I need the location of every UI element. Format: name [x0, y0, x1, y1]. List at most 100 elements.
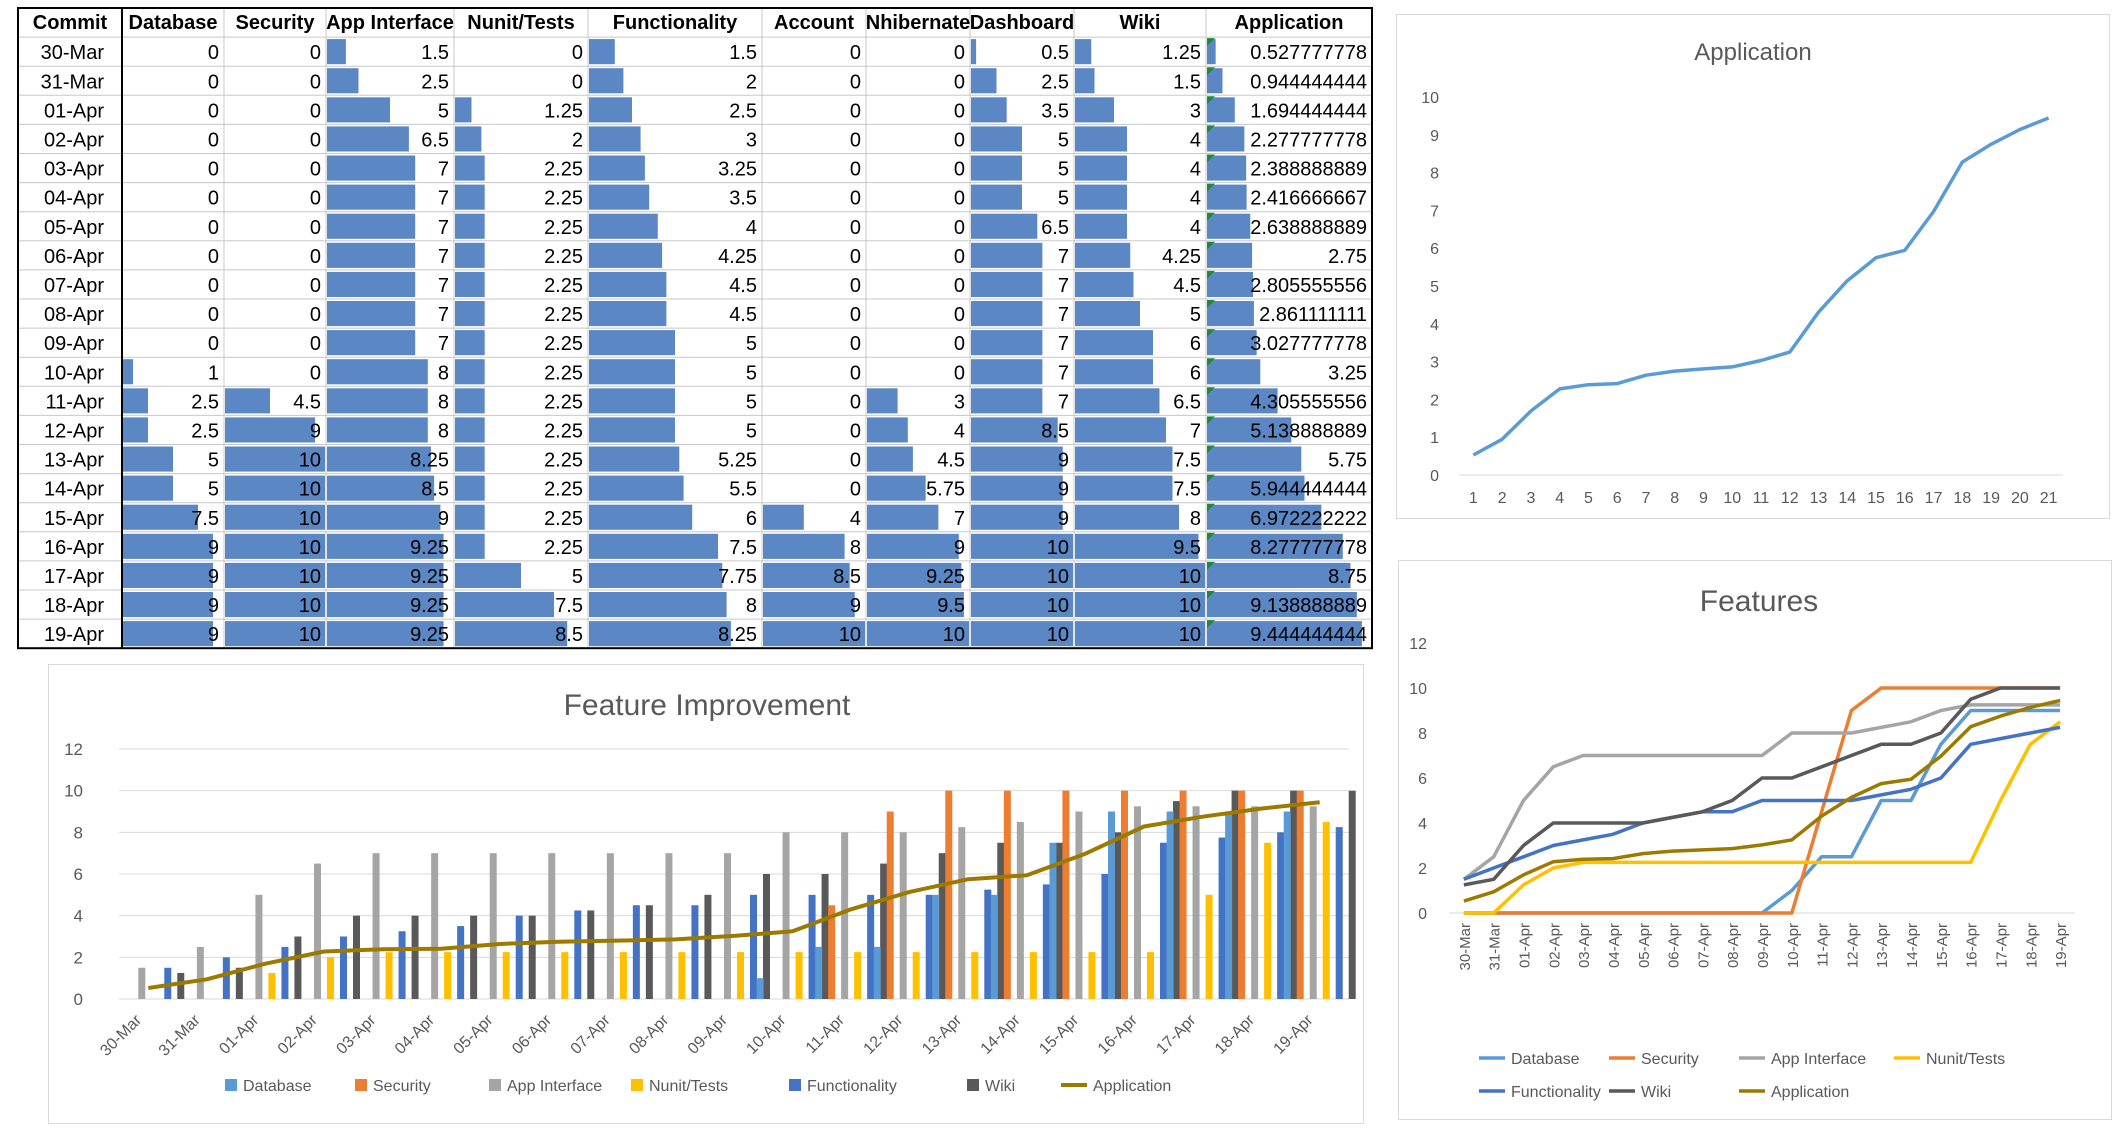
table-value-cell: 9: [954, 537, 965, 559]
table-value-cell: 2.25: [544, 508, 583, 530]
table-value-cell: 8: [746, 595, 757, 617]
x-tick-label: 05-Apr: [451, 1011, 497, 1057]
table-value-cell: 4: [746, 217, 757, 239]
y-tick-label: 2: [1418, 861, 1427, 878]
table-data-bar: [1075, 39, 1092, 65]
table-data-bar: [867, 592, 964, 618]
bar-nunit-tests: [1205, 894, 1213, 999]
table-value-cell: 0.527777778: [1250, 42, 1367, 64]
table-cell-marker: [1207, 387, 1215, 396]
table-value-cell: 2.25: [544, 217, 583, 239]
table-data-bar: [867, 562, 962, 588]
table-value-cell: 0: [208, 246, 219, 268]
table-value-cell: 2.388888889: [1250, 159, 1367, 181]
table-cell-marker: [1207, 212, 1215, 221]
table-cell-marker: [1207, 241, 1215, 250]
table-data-bar: [1207, 562, 1351, 588]
table-value-cell: 8: [438, 421, 449, 443]
table-value-cell: 0: [310, 71, 321, 93]
bar-database: [815, 946, 823, 999]
table-value-cell: 6.972222222: [1250, 508, 1367, 530]
bar-functionality: [632, 905, 640, 999]
table-value-cell: 5: [572, 566, 583, 588]
table-data-bar: [589, 388, 675, 414]
table-value-cell: 1.25: [1162, 42, 1201, 64]
table-border: [17, 7, 1373, 650]
table-value-cell: 9.25: [410, 595, 449, 617]
table-data-bar: [1207, 126, 1245, 152]
bar-nunit-tests: [1029, 952, 1037, 999]
table-commit-cell: 07-Apr: [44, 275, 104, 297]
table-value-cell: 8: [438, 391, 449, 413]
table-data-bar: [225, 621, 325, 647]
table-value-cell: 7.5: [555, 595, 583, 617]
table-data-bar: [867, 388, 898, 414]
bar-app-interface: [899, 832, 907, 999]
table-cell-marker: [1207, 183, 1215, 192]
table-cell-marker: [1207, 474, 1215, 483]
series-line-database: [1463, 708, 2061, 915]
table-commit-cell: 08-Apr: [44, 304, 104, 326]
table-value-cell: 0: [954, 275, 965, 297]
table-value-cell: 2.25: [544, 159, 583, 181]
bar-app-interface: [665, 853, 673, 999]
y-tick-label: 3: [1430, 355, 1439, 372]
table-value-cell: 4.5: [293, 391, 321, 413]
table-value-cell: 8.5: [833, 566, 861, 588]
table-value-cell: 4.5: [729, 275, 757, 297]
table-value-cell: 0: [850, 217, 861, 239]
y-tick-label: 6: [1418, 771, 1427, 788]
table-value-cell: 6: [1190, 333, 1201, 355]
x-tick-label: 15-Apr: [1036, 1011, 1082, 1057]
table-value-cell: 0: [572, 71, 583, 93]
table-value-cell: 0: [310, 42, 321, 64]
bar-security: [886, 811, 894, 999]
bar-app-interface: [724, 853, 731, 999]
table-value-cell: 7.5: [1173, 450, 1201, 472]
table-commit-cell: 30-Mar: [41, 42, 105, 64]
table-value-cell: 1.694444444: [1250, 100, 1367, 122]
table-data-bar: [455, 504, 485, 530]
bar-functionality: [1160, 842, 1167, 999]
table-header-cell: Dashboard: [970, 12, 1074, 34]
bar-nunit-tests: [619, 952, 627, 999]
bar-functionality: [281, 946, 289, 999]
bar-nunit-tests: [561, 952, 569, 999]
table-data-bar: [971, 388, 1043, 414]
table-data-bar: [327, 475, 435, 501]
x-tick-label: 12-Apr: [1844, 923, 1861, 968]
table-value-cell: 10: [943, 624, 965, 646]
bar-nunit-tests: [1264, 842, 1272, 999]
table-data-bar: [589, 504, 693, 530]
table-data-bar: [763, 621, 865, 647]
bar-app-interface: [1075, 811, 1083, 999]
table-value-cell: 4.305555556: [1250, 391, 1367, 413]
legend-label: Wiki: [1641, 1084, 1671, 1101]
x-tick-label: 4: [1555, 490, 1564, 507]
table-value-cell: 9: [1058, 479, 1069, 501]
table-header-cell: Database: [129, 12, 218, 34]
table-value-cell: 3: [746, 130, 757, 152]
table-value-cell: 8.75: [1328, 566, 1367, 588]
table-value-cell: 7.5: [1173, 479, 1201, 501]
legend-label: Application: [1093, 1078, 1171, 1095]
legend-label: Nunit/Tests: [1926, 1051, 2005, 1068]
table-data-bar: [867, 533, 959, 559]
bar-nunit-tests: [385, 952, 393, 999]
x-tick-label: 04-Apr: [392, 1011, 438, 1057]
y-tick-label: 4: [1430, 317, 1439, 334]
table-data-bar: [327, 417, 428, 443]
table-data-bar: [589, 97, 632, 123]
table-value-cell: 0: [208, 130, 219, 152]
table-cell-marker: [1207, 67, 1215, 76]
table-value-cell: 3.25: [1328, 362, 1367, 384]
bar-app-interface: [606, 853, 614, 999]
table-cell-marker: [1207, 445, 1215, 454]
table-value-cell: 10: [299, 595, 321, 617]
bar-database: [990, 894, 998, 999]
table-value-cell: 6.5: [1173, 391, 1201, 413]
table-value-cell: 5: [746, 333, 757, 355]
table-value-cell: 2.805555556: [1250, 275, 1367, 297]
table-value-cell: 9: [1058, 508, 1069, 530]
table-value-cell: 2.638888889: [1250, 217, 1367, 239]
